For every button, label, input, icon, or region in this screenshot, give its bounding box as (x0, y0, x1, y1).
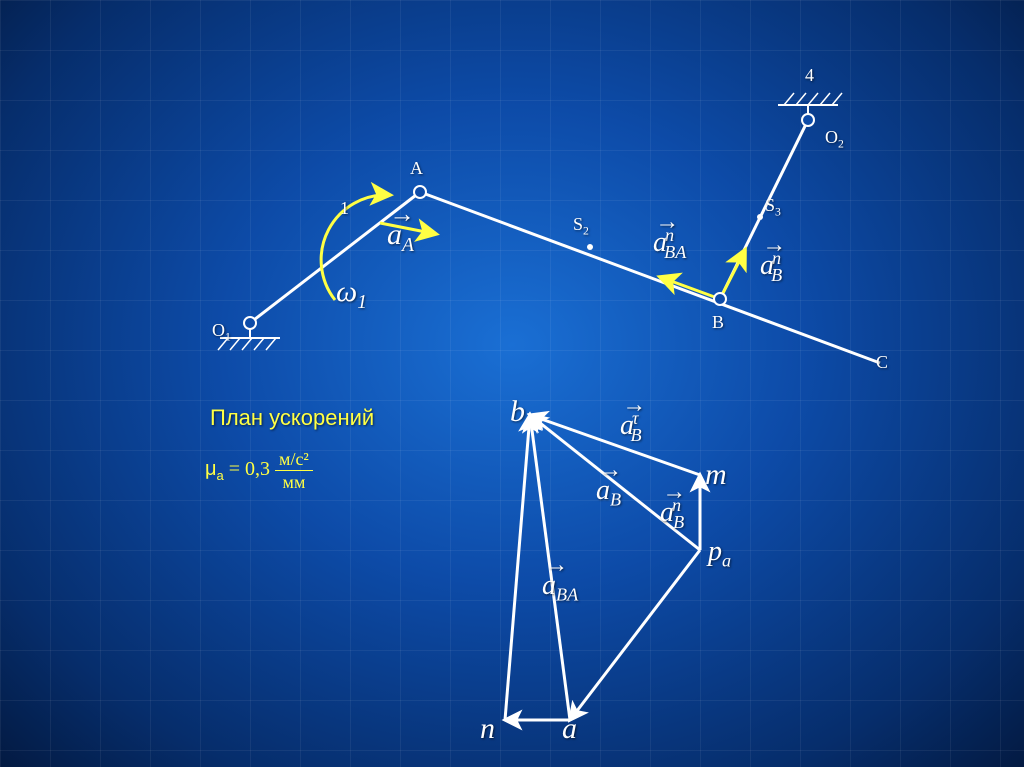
label-n: n (480, 712, 495, 746)
label-B: B (712, 312, 724, 333)
label-m: m (705, 458, 727, 492)
label-aBA: aBA (542, 570, 578, 606)
label-link4: 4 (805, 65, 814, 86)
label-vec-aBn: anB (760, 248, 782, 286)
acc-plan-title: План ускорений (210, 405, 374, 431)
label-O2: O2 (825, 127, 844, 151)
plan-n-b (505, 415, 530, 720)
point-S2 (587, 244, 593, 250)
joint-B (714, 293, 726, 305)
label-b: b (510, 395, 525, 429)
label-link1: 1 (340, 198, 349, 219)
joint-A (414, 186, 426, 198)
scale-factor: μa = 0,3 м/с²мм (205, 450, 313, 491)
label-vec-aA: aA (387, 218, 414, 257)
label-S2: S2 (573, 214, 589, 238)
link-AC (420, 192, 880, 363)
diagram-svg (0, 0, 1024, 767)
label-aBn-plan: anB (660, 495, 684, 533)
label-O1: O1 (212, 320, 231, 344)
label-vec-aBAn: anBA (653, 225, 686, 263)
label-A: A (410, 158, 423, 179)
label-omega1: ω1 (336, 275, 367, 314)
label-aB: aB (596, 475, 621, 511)
vec-aBA-n (660, 277, 720, 299)
label-a-plan: a (562, 712, 577, 746)
point-S3 (757, 214, 763, 220)
plan-pa-a (570, 550, 700, 720)
label-S3: S3 (765, 195, 781, 219)
vec-aB-n (720, 250, 745, 299)
label-pa: pa (708, 536, 731, 572)
label-aB-tau: aτB (620, 408, 642, 446)
joint-O1 (244, 317, 256, 329)
joint-O2 (802, 114, 814, 126)
label-C: C (876, 352, 888, 373)
